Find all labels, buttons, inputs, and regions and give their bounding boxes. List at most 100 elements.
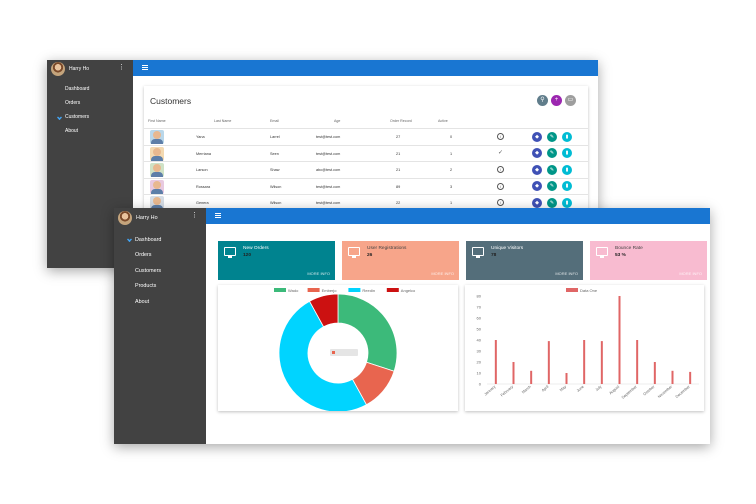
legend-item-emberjo[interactable]: Emberjo bbox=[307, 288, 338, 293]
table-row[interactable]: Merriana Seen test@test.com 21 1 ✓ ◆ ✎ ▮ bbox=[144, 144, 588, 162]
table-row[interactable]: Larson Shaw abc@test.com 21 2 / ◆ ✎ ▮ bbox=[144, 161, 588, 178]
more-info-link[interactable]: MORE INFO bbox=[555, 271, 578, 276]
legend-label: Emberjo bbox=[322, 288, 338, 293]
print-button[interactable]: ▭ bbox=[565, 95, 576, 106]
last-name: Shaw bbox=[270, 168, 280, 172]
menu-icon[interactable] bbox=[215, 213, 221, 218]
delete-button[interactable]: ▮ bbox=[562, 131, 572, 142]
sidebar-item-about[interactable]: About bbox=[114, 294, 206, 310]
sidebar-item-orders[interactable]: Orders bbox=[114, 248, 206, 264]
sidebar-item-label: Dashboard bbox=[135, 236, 162, 243]
more-info-link[interactable]: MORE INFO bbox=[431, 271, 454, 276]
app-toolbar bbox=[133, 60, 598, 76]
column-header-email[interactable]: Email bbox=[270, 119, 279, 123]
edit-button[interactable]: ✎ bbox=[547, 148, 557, 158]
order-record: 2 bbox=[450, 168, 453, 172]
user-name: Harry Ho bbox=[136, 215, 158, 221]
block-icon: / bbox=[497, 133, 504, 140]
more-vert-icon[interactable]: ⋮ bbox=[191, 212, 198, 219]
legend-item-wado[interactable]: Wado bbox=[274, 288, 299, 293]
legend-label: Wado bbox=[288, 288, 299, 293]
y-tick-label: 0 bbox=[479, 382, 482, 387]
stat-label: Unique Visitors bbox=[491, 246, 524, 251]
sidebar-item-products[interactable]: Products bbox=[114, 279, 206, 295]
stat-card-user-registrations[interactable]: User Registrations 26 MORE INFO bbox=[342, 241, 459, 280]
first-name: Rossara bbox=[196, 184, 211, 189]
edit-button[interactable]: ✎ bbox=[547, 181, 557, 191]
stat-card-new-orders[interactable]: New Orders 120 MORE INFO bbox=[218, 241, 335, 280]
y-tick-label: 40 bbox=[477, 338, 482, 343]
bar-august[interactable] bbox=[618, 296, 621, 384]
column-header-active[interactable]: Active bbox=[438, 119, 448, 123]
nav-bullet-icon bbox=[127, 284, 132, 289]
add-button[interactable]: + bbox=[551, 95, 562, 106]
more-info-link[interactable]: MORE INFO bbox=[679, 271, 702, 276]
legend-item-angelco[interactable]: Angelco bbox=[386, 288, 416, 293]
bar-november[interactable] bbox=[671, 370, 674, 384]
avatar[interactable] bbox=[51, 62, 65, 76]
delete-button[interactable]: ▮ bbox=[562, 197, 572, 208]
donut-slice-reedin[interactable] bbox=[278, 300, 367, 413]
bar-february[interactable] bbox=[512, 362, 515, 384]
delete-button[interactable]: ▮ bbox=[562, 181, 572, 191]
column-header-last-name[interactable]: Last Name bbox=[214, 119, 232, 123]
table-row[interactable]: Yana Larrel test@test.com 27 0 / ◆ ✎ ▮ bbox=[144, 128, 588, 145]
bar-july[interactable] bbox=[600, 341, 603, 384]
more-info-link[interactable]: MORE INFO bbox=[307, 271, 330, 276]
column-header-order-record[interactable]: Order Record bbox=[390, 119, 412, 123]
sidebar-item-customers[interactable]: Customers bbox=[114, 263, 206, 279]
monitor-icon bbox=[224, 247, 236, 258]
sidebar-item-dashboard[interactable]: Dashboard bbox=[114, 232, 206, 248]
email: test@test.com bbox=[316, 184, 341, 189]
bar-january[interactable] bbox=[494, 340, 497, 384]
customer-photo bbox=[150, 196, 164, 210]
bar-june[interactable] bbox=[583, 340, 586, 384]
bar-april[interactable] bbox=[547, 341, 550, 384]
edit-button[interactable]: ✎ bbox=[547, 131, 557, 142]
sidebar-item-label: About bbox=[65, 128, 79, 134]
sidebar-item-customers[interactable]: Customers bbox=[47, 110, 133, 124]
delete-button[interactable]: ▮ bbox=[562, 164, 572, 175]
table-row[interactable]: Rossara Wilson test@test.com 89 3 / ◆ ✎ ▮ bbox=[144, 177, 588, 195]
first-name: Merriana bbox=[196, 151, 211, 156]
bar-march[interactable] bbox=[530, 370, 533, 384]
donut-chart: Wado Emberjo Reedin Angelco bbox=[274, 288, 416, 413]
donut-slice-angelco[interactable] bbox=[309, 293, 339, 328]
edit-button[interactable]: ✎ bbox=[547, 197, 557, 208]
avatar[interactable] bbox=[118, 211, 132, 225]
y-tick-label: 10 bbox=[477, 371, 482, 376]
view-button[interactable]: ◆ bbox=[532, 148, 542, 158]
x-tick-label: July bbox=[595, 385, 603, 392]
bar-december[interactable] bbox=[689, 371, 692, 384]
sidebar-item-label: About bbox=[135, 298, 150, 305]
view-button[interactable]: ◆ bbox=[532, 164, 542, 175]
customer-photo bbox=[150, 179, 164, 194]
bar-october[interactable] bbox=[653, 362, 656, 384]
bar-september[interactable] bbox=[636, 340, 639, 384]
donut-slice-wado[interactable] bbox=[337, 293, 398, 372]
legend-item-reedin[interactable]: Reedin bbox=[348, 288, 375, 293]
search-button[interactable]: ⚲ bbox=[537, 95, 548, 106]
view-button[interactable]: ◆ bbox=[532, 197, 542, 208]
x-tick-label: January bbox=[484, 385, 497, 397]
bar-may[interactable] bbox=[565, 373, 568, 384]
edit-button[interactable]: ✎ bbox=[547, 164, 557, 175]
menu-icon[interactable] bbox=[142, 65, 148, 70]
stat-card-unique-visitors[interactable]: Unique Visitors 78 MORE INFO bbox=[466, 241, 583, 280]
table-row[interactable]: Genera Wilson test@test.com 22 1 / ◆ ✎ ▮ bbox=[144, 194, 588, 211]
view-button[interactable]: ◆ bbox=[532, 181, 542, 191]
column-header-first-name[interactable]: First Name bbox=[148, 119, 166, 123]
sidebar-item-orders[interactable]: Orders bbox=[47, 96, 133, 110]
age: 22 bbox=[396, 201, 401, 205]
column-header-age[interactable]: Age bbox=[334, 119, 341, 123]
sidebar-item-dashboard[interactable]: Dashboard bbox=[47, 82, 133, 96]
stat-card-bounce-rate[interactable]: Bounce Rate 53 % MORE INFO bbox=[590, 241, 707, 280]
order-record: 1 bbox=[450, 151, 453, 156]
block-icon: / bbox=[497, 199, 504, 206]
legend-item-data-one[interactable]: Data One bbox=[566, 288, 598, 293]
nav-bullet-icon bbox=[127, 253, 132, 258]
delete-button[interactable]: ▮ bbox=[562, 148, 572, 158]
view-button[interactable]: ◆ bbox=[532, 131, 542, 142]
more-vert-icon[interactable]: ⋮ bbox=[118, 64, 125, 71]
sidebar-item-about[interactable]: About bbox=[47, 124, 133, 138]
